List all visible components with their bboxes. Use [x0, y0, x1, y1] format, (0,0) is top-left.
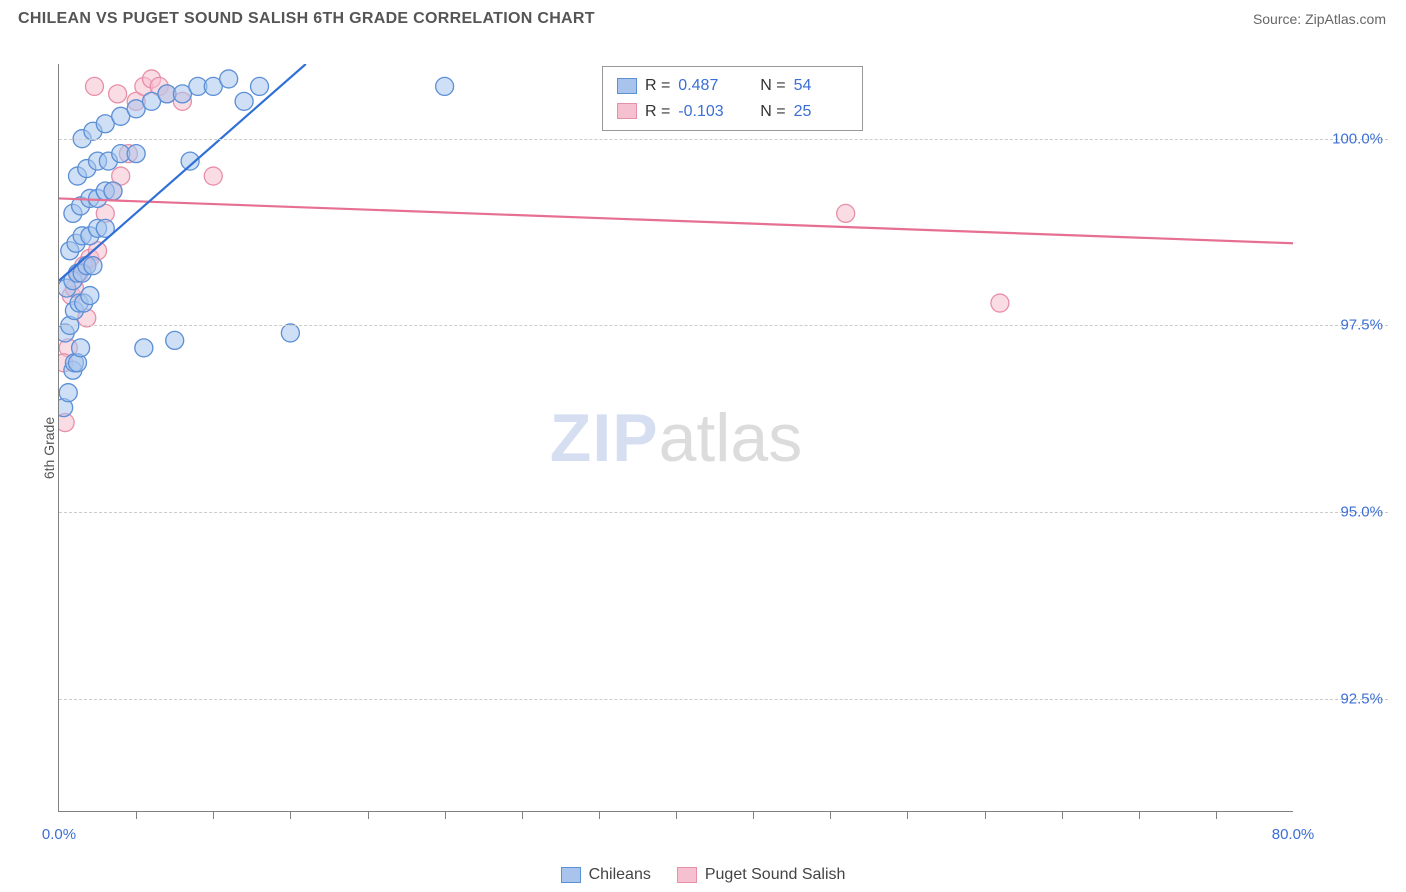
- plot-area: ZIPatlas R =0.487N =54R =-0.103N =25 92.…: [58, 64, 1293, 812]
- x-tick: [1062, 811, 1063, 819]
- x-tick: [136, 811, 137, 819]
- legend-item: Chileans: [561, 866, 651, 884]
- y-tick-label: 97.5%: [1340, 317, 1383, 334]
- source-label: Source:: [1253, 11, 1301, 27]
- stat-R-value: -0.103: [678, 99, 732, 125]
- x-tick: [290, 811, 291, 819]
- y-tick-label: 92.5%: [1340, 690, 1383, 707]
- y-axis-label: 6th Grade: [41, 417, 57, 479]
- bottom-legend: Chileans Puget Sound Salish: [0, 866, 1406, 884]
- data-point: [81, 287, 99, 305]
- data-point: [104, 182, 122, 200]
- stat-R-label: R =: [645, 73, 670, 99]
- data-point: [436, 77, 454, 95]
- stats-row: R = 0.487 N = 54: [617, 73, 848, 99]
- data-point: [281, 324, 299, 342]
- trendline: [59, 198, 1293, 243]
- stat-R-label: R =: [645, 99, 670, 125]
- data-point: [991, 294, 1009, 312]
- x-tick: [830, 811, 831, 819]
- data-point: [59, 384, 77, 402]
- stats-box: R = 0.487 N = 54 R = -0.103 N = 25: [602, 66, 863, 131]
- chart-container: 6th Grade ZIPatlas R =0.487N =54R =-0.10…: [18, 44, 1388, 852]
- data-point: [220, 70, 238, 88]
- x-tick: [1139, 811, 1140, 819]
- header: CHILEAN VS PUGET SOUND SALISH 6TH GRADE …: [0, 0, 1406, 36]
- legend-item: Puget Sound Salish: [677, 866, 846, 884]
- x-tick: [1216, 811, 1217, 819]
- data-point: [72, 339, 90, 357]
- data-point: [204, 167, 222, 185]
- x-tick: [753, 811, 754, 819]
- legend-swatch: [617, 103, 637, 119]
- legend-swatch: [617, 78, 637, 94]
- x-tick-label: 0.0%: [42, 826, 76, 843]
- x-tick: [599, 811, 600, 819]
- stat-N-label: N =: [760, 99, 785, 125]
- chart-title: CHILEAN VS PUGET SOUND SALISH 6TH GRADE …: [18, 10, 595, 28]
- x-tick: [907, 811, 908, 819]
- stats-row: R = -0.103 N = 25: [617, 99, 848, 125]
- source: Source: ZipAtlas.com: [1253, 11, 1386, 27]
- data-point: [135, 339, 153, 357]
- legend-swatch: [677, 867, 697, 883]
- gridline-h: [59, 139, 1388, 140]
- legend-swatch: [561, 867, 581, 883]
- x-tick: [445, 811, 446, 819]
- x-tick: [985, 811, 986, 819]
- source-link[interactable]: ZipAtlas.com: [1305, 11, 1386, 27]
- x-tick: [522, 811, 523, 819]
- y-tick-label: 95.0%: [1340, 504, 1383, 521]
- data-point: [85, 77, 103, 95]
- data-point: [235, 92, 253, 110]
- x-tick: [213, 811, 214, 819]
- gridline-h: [59, 325, 1388, 326]
- y-tick-label: 100.0%: [1332, 130, 1383, 147]
- gridline-h: [59, 699, 1388, 700]
- stat-N-value: 25: [794, 99, 848, 125]
- data-point: [166, 331, 184, 349]
- x-tick: [368, 811, 369, 819]
- data-point: [84, 257, 102, 275]
- legend-label: Chileans: [589, 866, 651, 884]
- data-point: [109, 85, 127, 103]
- data-point: [251, 77, 269, 95]
- gridline-h: [59, 512, 1388, 513]
- x-tick: [676, 811, 677, 819]
- data-point: [837, 204, 855, 222]
- stat-R-value: 0.487: [678, 73, 732, 99]
- stat-N-value: 54: [794, 73, 848, 99]
- data-point: [127, 145, 145, 163]
- stat-N-label: N =: [760, 73, 785, 99]
- legend-label: Puget Sound Salish: [705, 866, 846, 884]
- x-tick-label: 80.0%: [1272, 826, 1315, 843]
